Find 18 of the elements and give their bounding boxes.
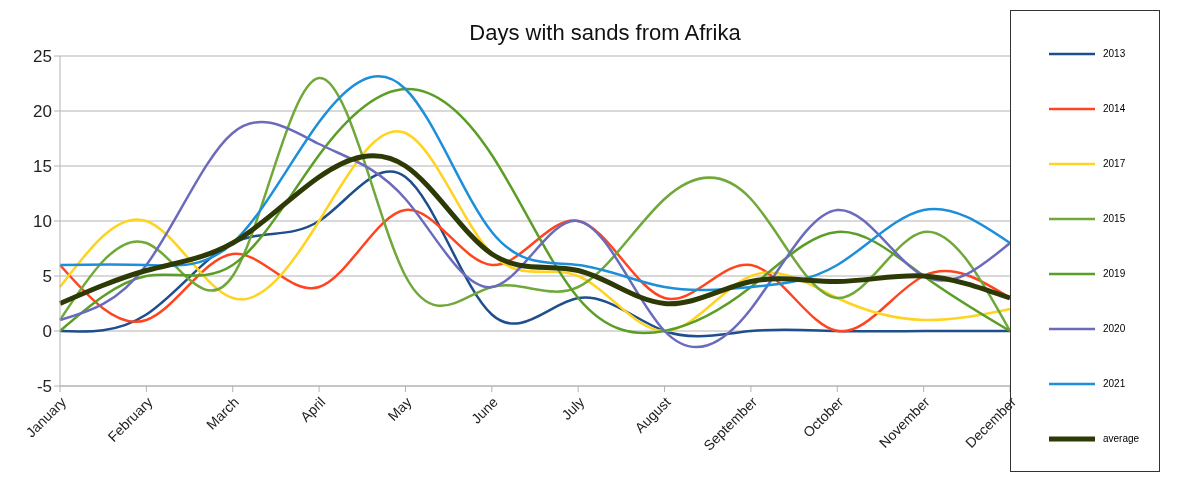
x-tick-label: July	[558, 393, 588, 423]
legend-label: 2015	[1103, 213, 1126, 224]
legend-label: 2019	[1103, 268, 1126, 279]
legend-label: 2014	[1103, 103, 1126, 114]
chart-title: Days with sands from Afrika	[469, 20, 742, 45]
y-tick-label: 0	[42, 322, 52, 342]
legend-label: 2017	[1103, 158, 1126, 169]
legend-label: average	[1103, 433, 1140, 444]
legend-label: 2021	[1103, 378, 1126, 389]
legend-label: 2020	[1103, 323, 1126, 334]
legend-label: 2013	[1103, 48, 1126, 59]
x-tick-label: May	[384, 393, 415, 424]
y-tick-label: -5	[36, 377, 52, 397]
y-tick-label: 20	[33, 102, 52, 122]
y-tick-label: 15	[33, 157, 52, 177]
y-tick-label: 25	[33, 47, 52, 67]
y-tick-label: 10	[33, 212, 52, 232]
y-tick-label: 5	[42, 267, 52, 287]
